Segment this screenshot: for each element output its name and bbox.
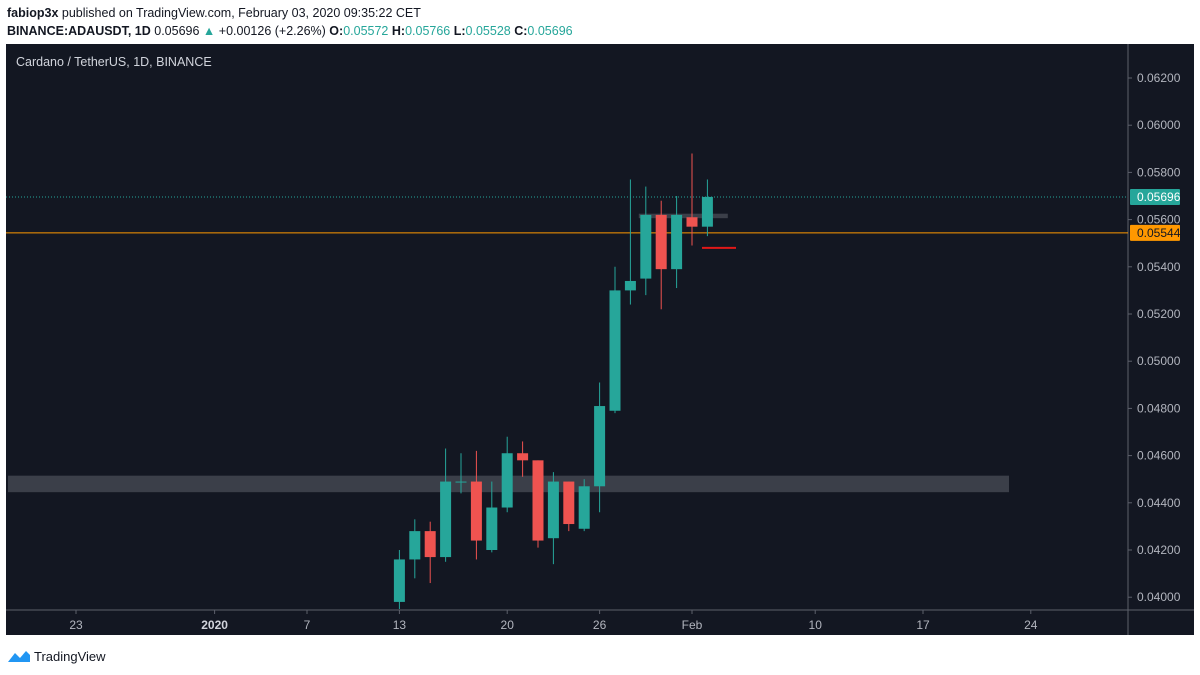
close-value: 0.05696 bbox=[527, 24, 573, 38]
tradingview-logo-icon[interactable] bbox=[7, 648, 31, 664]
price-change: +0.00126 (+2.26%) bbox=[218, 24, 326, 38]
candle-body bbox=[393, 559, 405, 602]
footer: TradingView bbox=[0, 635, 1200, 675]
price-tag bbox=[1130, 188, 1180, 205]
x-tick-label: 10 bbox=[809, 618, 823, 632]
y-tick-label: 0.04000 bbox=[1137, 590, 1181, 604]
candle-body bbox=[701, 196, 713, 227]
y-tick-label: 0.04800 bbox=[1137, 401, 1181, 415]
candle-body bbox=[455, 481, 467, 483]
chart-title: Cardano / TetherUS, 1D, BINANCE bbox=[16, 55, 212, 69]
candle-body bbox=[486, 507, 498, 550]
y-tick-label: 0.04400 bbox=[1137, 496, 1181, 510]
author-name[interactable]: fabiop3x bbox=[7, 6, 59, 20]
open-label: O: bbox=[329, 24, 344, 38]
candle-body bbox=[624, 280, 636, 291]
high-value: 0.05766 bbox=[405, 24, 451, 38]
y-tick-label: 0.06200 bbox=[1137, 71, 1181, 85]
x-tick-label: 17 bbox=[916, 618, 930, 632]
y-tick-label: 0.05600 bbox=[1137, 213, 1181, 227]
high-label: H: bbox=[391, 24, 406, 38]
x-tick-label: 23 bbox=[69, 618, 83, 632]
y-tick-label: 0.04200 bbox=[1137, 543, 1181, 557]
y-tick-label: 0.05800 bbox=[1137, 165, 1181, 179]
candle-body bbox=[609, 290, 621, 411]
open-value: 0.05572 bbox=[343, 24, 389, 38]
y-tick-label: 0.06000 bbox=[1137, 118, 1181, 132]
low-label: L: bbox=[453, 24, 466, 38]
candle-body bbox=[501, 453, 513, 508]
x-tick-label: 2020 bbox=[201, 618, 228, 632]
chart-header: fabiop3x published on TradingView.com, F… bbox=[0, 0, 1200, 44]
candle-body bbox=[594, 406, 606, 487]
candle-body bbox=[671, 214, 683, 270]
symbol-label: BINANCE:ADAUSDT, 1D bbox=[7, 24, 151, 38]
candle-body bbox=[517, 453, 529, 461]
x-tick-label: 7 bbox=[304, 618, 311, 632]
publish-line: fabiop3x published on TradingView.com, F… bbox=[7, 6, 421, 20]
price-tag bbox=[1130, 224, 1180, 241]
candle-body bbox=[424, 531, 436, 558]
x-tick-label: Feb bbox=[682, 618, 703, 632]
price-tag-label: 0.05696 bbox=[1137, 190, 1181, 204]
y-tick-label: 0.05400 bbox=[1137, 260, 1181, 274]
candle-body bbox=[470, 481, 482, 541]
tradingview-brand[interactable]: TradingView bbox=[34, 649, 106, 664]
candle-body bbox=[547, 481, 559, 539]
low-value: 0.05528 bbox=[465, 24, 511, 38]
y-tick-label: 0.05000 bbox=[1137, 354, 1181, 368]
symbol-line: BINANCE:ADAUSDT, 1D 0.05696 ▲ +0.00126 (… bbox=[7, 24, 573, 38]
candle-body bbox=[409, 531, 421, 560]
candle-body bbox=[578, 486, 590, 529]
y-tick-label: 0.04600 bbox=[1137, 449, 1181, 463]
x-tick-label: 26 bbox=[593, 618, 607, 632]
y-tick-label: 0.05200 bbox=[1137, 307, 1181, 321]
candle-body bbox=[686, 217, 698, 227]
candle-body bbox=[640, 214, 652, 279]
zone-rect bbox=[638, 213, 728, 219]
chart-panel[interactable]: 0.06200 0.06000 0.05800 0.05600 0.05400 0.052… bbox=[6, 44, 1194, 635]
candle-body bbox=[655, 214, 667, 270]
close-label: C: bbox=[514, 24, 528, 38]
x-tick-label: 20 bbox=[501, 618, 515, 632]
up-arrow-icon: ▲ bbox=[202, 24, 216, 38]
price-tag-label: 0.05544 bbox=[1137, 226, 1181, 240]
candle-body bbox=[532, 460, 544, 541]
last-price: 0.05696 bbox=[154, 24, 200, 38]
candlestick-chart[interactable]: 0.06200 0.06000 0.05800 0.05600 0.05400 0.052… bbox=[6, 44, 1194, 635]
candle-body bbox=[440, 481, 452, 558]
candle-body bbox=[563, 481, 575, 525]
x-tick-label: 24 bbox=[1024, 618, 1038, 632]
x-tick-label: 13 bbox=[393, 618, 407, 632]
publish-info: published on TradingView.com, February 0… bbox=[58, 6, 421, 20]
